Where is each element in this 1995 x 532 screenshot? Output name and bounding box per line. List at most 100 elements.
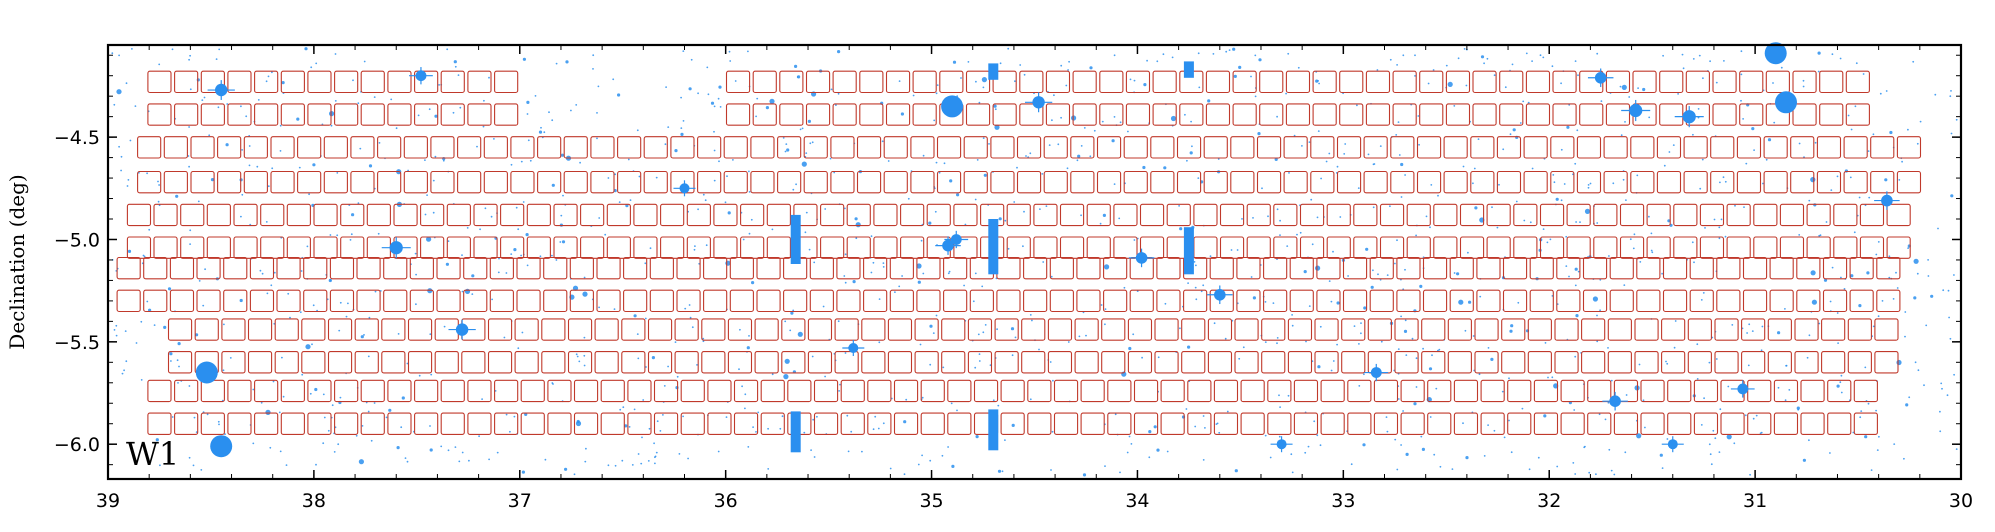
bright-star (1276, 439, 1287, 450)
field-star (644, 262, 647, 265)
field-star (813, 456, 816, 458)
field-star (432, 211, 435, 214)
pointing-tile (440, 70, 465, 94)
pointing-tile (863, 256, 888, 280)
field-star (515, 206, 518, 209)
field-star (1279, 219, 1281, 222)
field-star (1060, 64, 1063, 67)
pointing-tile (407, 318, 433, 341)
field-star (1955, 118, 1958, 121)
pointing-tile (1043, 136, 1068, 159)
field-star (654, 462, 656, 465)
pointing-tile (223, 256, 248, 280)
pointing-tile (1394, 318, 1419, 341)
pointing-tile (830, 170, 855, 194)
pointing-tile (543, 256, 568, 280)
field-star (461, 451, 464, 454)
field-star (655, 451, 658, 454)
pointing-tile (356, 256, 381, 280)
field-star (1204, 427, 1206, 429)
field-star (1316, 216, 1319, 219)
pointing-tile (1513, 236, 1538, 259)
pointing-tile (381, 318, 406, 341)
pointing-tile (783, 289, 808, 313)
field-star (1417, 115, 1420, 117)
field-star (1568, 275, 1570, 278)
pointing-tile (1779, 236, 1805, 259)
field-star (1939, 410, 1941, 413)
field-star (1572, 462, 1575, 464)
pointing-tile (1179, 103, 1204, 126)
pointing-tile (1133, 412, 1159, 435)
field-star (396, 446, 400, 450)
pointing-tile (889, 289, 914, 313)
field-star (454, 65, 457, 68)
field-star (1949, 95, 1952, 98)
x-tick-label: 35 (919, 490, 943, 512)
pointing-tile (1699, 203, 1725, 227)
field-star (583, 276, 586, 279)
pointing-tile (510, 170, 535, 194)
field-star (1884, 178, 1888, 182)
field-star (1415, 386, 1418, 388)
field-star (352, 79, 354, 82)
field-star (1212, 53, 1215, 55)
pointing-tile (1821, 351, 1846, 374)
field-star (1808, 334, 1811, 337)
pointing-tile (873, 203, 898, 227)
field-star (1811, 299, 1817, 305)
field-star (1404, 174, 1406, 176)
field-star (1610, 379, 1613, 382)
field-star (296, 117, 300, 121)
pointing-tile (1310, 136, 1335, 159)
pointing-tile (594, 318, 619, 341)
pointing-tile (381, 351, 406, 374)
field-star (713, 179, 716, 182)
pointing-tile (563, 170, 588, 194)
field-star (1429, 416, 1432, 418)
x-tick-label: 36 (714, 490, 738, 512)
field-star (691, 326, 694, 329)
field-star (471, 293, 474, 295)
field-star (1503, 436, 1506, 439)
pointing-tile (436, 289, 461, 313)
field-star (1462, 422, 1464, 425)
pointing-tile (807, 318, 833, 341)
pointing-tile (276, 289, 301, 313)
field-star (794, 64, 798, 68)
field-star (1394, 438, 1397, 441)
pointing-tile (1347, 379, 1372, 403)
field-star (1472, 335, 1475, 337)
field-star (1276, 208, 1279, 211)
pointing-tile (1234, 318, 1259, 341)
field-star (1808, 199, 1811, 202)
field-star (488, 458, 490, 461)
bleed-trail (790, 411, 801, 453)
field-star (551, 254, 553, 257)
pointing-tile (1790, 170, 1815, 194)
field-star (368, 316, 371, 319)
field-star (811, 141, 814, 144)
field-star (390, 98, 393, 101)
pointing-tile (1027, 379, 1052, 403)
field-star (534, 95, 537, 97)
field-star (126, 185, 129, 187)
bright-star (1775, 91, 1797, 114)
field-star (784, 150, 787, 153)
field-star (1784, 399, 1787, 402)
field-star (752, 426, 754, 428)
field-star (222, 369, 225, 372)
field-star (311, 343, 313, 346)
field-star (339, 301, 342, 304)
field-star (1888, 276, 1891, 279)
pointing-tile (254, 103, 279, 126)
field-star (157, 200, 160, 203)
field-star (281, 356, 283, 359)
pointing-tile (500, 203, 525, 227)
pointing-tile (623, 289, 648, 313)
pointing-tile (233, 236, 258, 259)
field-star (830, 88, 833, 91)
field-star (1279, 234, 1281, 237)
pointing-tile (1113, 236, 1138, 259)
field-star (1565, 265, 1568, 267)
